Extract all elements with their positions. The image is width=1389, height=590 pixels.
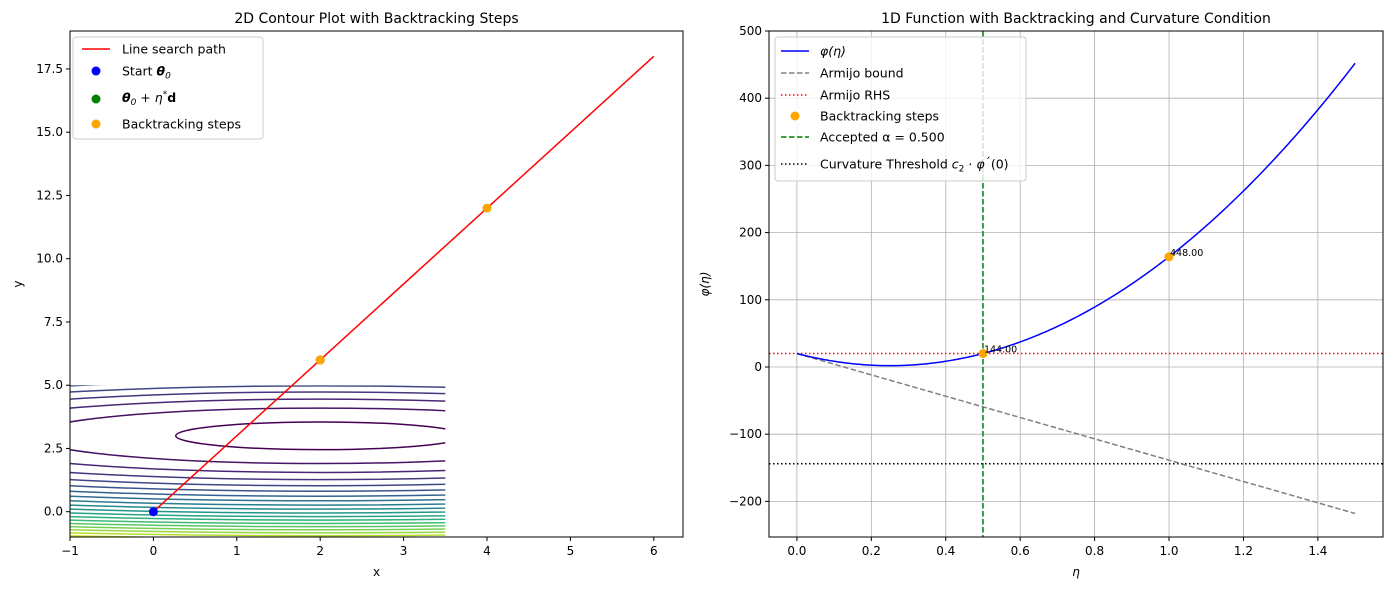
y-tick-label: 400 — [739, 91, 762, 105]
backtracking-step-marker — [482, 203, 492, 213]
x-tick-label: 0.8 — [1085, 544, 1104, 558]
contour-level-line — [70, 519, 446, 525]
legend-curvature-word: Curvature Threshold — [820, 157, 948, 172]
function-y-ticks: −200 −100 0 100 200 300 400 500 — [729, 24, 769, 508]
contour-y-axis-label: y — [11, 280, 25, 287]
legend-accepted-label: Accepted α = 0.500 — [820, 130, 945, 145]
function-axes-frame — [768, 30, 1384, 538]
legend-backtracking-swatch — [91, 119, 101, 129]
y-tick-label: 10.0 — [36, 252, 63, 266]
contour-level-line — [70, 525, 446, 531]
contour-legend: Line search path Start θ0 θ0 + η*d Backt… — [72, 36, 264, 140]
contour-series — [148, 55, 655, 517]
function-x-axis-label: η — [1072, 565, 1080, 579]
function-axes: 1D Function with Backtracking and Curvat… — [698, 11, 1384, 579]
x-tick-label: 4 — [483, 544, 491, 558]
x-tick-label: 1 — [233, 544, 241, 558]
function-legend-box — [774, 36, 1027, 182]
contour-x-axis-label: x — [373, 565, 380, 579]
y-tick-label: 17.5 — [36, 62, 63, 76]
legend-armijo-bound-label: Armijo bound — [820, 66, 904, 81]
contour-y-ticks: 0.0 2.5 5.0 7.5 10.0 12.5 15.0 17.5 — [36, 62, 70, 519]
y-tick-label: 2.5 — [44, 441, 63, 455]
contour-legend-box — [72, 36, 264, 140]
y-tick-label: 15.0 — [36, 125, 63, 139]
y-tick-label: 0.0 — [44, 505, 63, 519]
y-tick-label: −200 — [729, 494, 762, 508]
x-tick-label: 1.2 — [1234, 544, 1253, 558]
legend-backtracking-steps-swatch — [790, 111, 800, 121]
contour-level-line — [70, 504, 446, 510]
legend-start-label: Start θ0 — [122, 64, 171, 82]
contour-level-line — [0, 330, 1389, 541]
backtracking-step-marker — [1164, 252, 1174, 262]
function-plot-title: 1D Function with Backtracking and Curvat… — [881, 11, 1271, 27]
backtracking-step-label: 448.00 — [1170, 248, 1203, 259]
contour-level-line — [70, 515, 446, 521]
start-point-marker — [148, 507, 158, 517]
function-legend: φ(η) Armijo bound Armijo RHS Backtrackin… — [774, 36, 1027, 182]
y-tick-label: 100 — [739, 293, 762, 307]
contour-lines — [0, 330, 1389, 541]
y-tick-label: 200 — [739, 226, 762, 240]
contour-level-line — [70, 529, 446, 534]
contour-x-ticks: −1 0 1 2 3 4 5 6 — [61, 537, 658, 558]
contour-level-line — [70, 385, 446, 487]
y-tick-label: −100 — [729, 427, 762, 441]
legend-accepted-point-swatch — [91, 94, 101, 104]
x-tick-label: 0.2 — [862, 544, 881, 558]
backtracking-step-marker — [315, 355, 325, 365]
contour-level-line — [70, 500, 446, 506]
contour-level-line — [70, 391, 446, 481]
x-tick-label: 0.6 — [1011, 544, 1030, 558]
y-tick-label: 500 — [739, 24, 762, 38]
legend-start-word: Start — [122, 64, 153, 79]
contour-level-line — [70, 532, 446, 537]
y-tick-label: 12.5 — [36, 188, 63, 202]
function-x-ticks: 0.0 0.2 0.4 0.6 0.8 1.0 1.2 1.4 — [787, 537, 1327, 558]
contour-axes: 2D Contour Plot with Backtracking Steps … — [0, 11, 1389, 579]
x-tick-label: −1 — [61, 544, 79, 558]
legend-armijo-rhs-label: Armijo RHS — [820, 88, 890, 103]
legend-line-search-path-label: Line search path — [122, 42, 226, 57]
x-tick-label: 5 — [567, 544, 575, 558]
x-tick-label: 1.4 — [1308, 544, 1327, 558]
contour-level-line — [70, 495, 446, 502]
contour-level-line — [70, 385, 446, 492]
y-tick-label: 7.5 — [44, 315, 63, 329]
legend-start-swatch — [91, 66, 101, 76]
contour-level-line — [70, 407, 446, 465]
y-tick-label: 5.0 — [44, 378, 63, 392]
contour-level-line — [70, 398, 446, 474]
contour-level-line — [70, 490, 446, 497]
y-tick-label: 0 — [754, 360, 762, 374]
backtracking-step-marker — [978, 349, 988, 359]
function-y-axis-label: φ(η) — [698, 272, 712, 297]
legend-accepted-point-label: θ0 + η*d — [122, 90, 176, 108]
x-tick-label: 3 — [400, 544, 408, 558]
contour-axes-frame — [69, 30, 684, 538]
contour-level-line — [175, 421, 446, 451]
legend-phi-label: φ(η) — [820, 44, 846, 59]
legend-backtracking-steps-label: Backtracking steps — [820, 109, 939, 124]
contour-level-line — [70, 512, 446, 518]
backtracking-step-label: 144.00 — [984, 345, 1017, 356]
x-tick-label: 1.0 — [1159, 544, 1178, 558]
x-tick-label: 2 — [316, 544, 324, 558]
x-tick-label: 0 — [150, 544, 158, 558]
contour-level-line — [70, 508, 446, 514]
x-tick-label: 6 — [650, 544, 658, 558]
contour-level-line — [70, 522, 446, 528]
armijo-bound-line — [796, 352, 1356, 515]
y-tick-label: 300 — [739, 158, 762, 172]
legend-backtracking-label: Backtracking steps — [122, 117, 241, 132]
x-tick-label: 0.4 — [936, 544, 955, 558]
line-search-path — [152, 55, 655, 513]
x-tick-label: 0.0 — [787, 544, 806, 558]
legend-curvature-label: Curvature Threshold c2 · φ´(0) — [820, 155, 1009, 175]
contour-plot-title: 2D Contour Plot with Backtracking Steps — [234, 11, 518, 27]
phi-curve — [796, 62, 1356, 367]
